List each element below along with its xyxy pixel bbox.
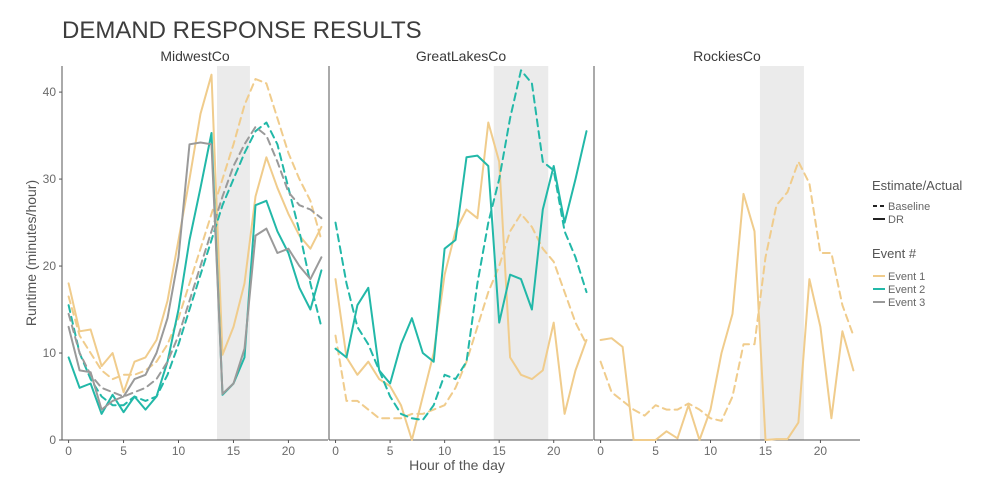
panel-midwestco: MidwestCo 0 5 10 15 20 0 10 20 30 40 (43, 48, 328, 458)
x-tick-label: 10 (172, 444, 186, 458)
event-window-greatlakesco (493, 66, 549, 440)
x-tick-label: 5 (387, 444, 394, 458)
series-line-rockiesco-event-1-baseline (599, 160, 855, 422)
x-tick-label: 15 (493, 444, 507, 458)
chart-title: DEMAND RESPONSE RESULTS (62, 17, 422, 44)
y-tick-label: 20 (43, 259, 57, 273)
legend-event-2-label: Event 2 (888, 284, 925, 296)
x-tick-label: 0 (332, 444, 339, 458)
series-line-midwestco-event-2-dr (67, 132, 323, 415)
x-tick-label: 10 (704, 444, 718, 458)
series-line-greatlakesco-event-2-dr (334, 130, 588, 385)
panel-greatlakesco: GreatLakesCo 0 5 10 15 20 (328, 48, 593, 458)
x-tick-label: 20 (282, 444, 296, 458)
legend-event-title: Event # (872, 246, 917, 261)
x-tick-label: 15 (227, 444, 241, 458)
chart-panels: MidwestCo 0 5 10 15 20 0 10 20 30 40 GreatLakesCo 0 5… (43, 48, 860, 458)
panel-title-rockiesco: RockiesCo (693, 48, 761, 64)
series-line-midwestco-event-3-dr (67, 141, 323, 411)
panel-title-greatlakesco: GreatLakesCo (416, 48, 506, 64)
x-tick-label: 0 (597, 444, 604, 458)
series-line-rockiesco-event-1-dr (599, 192, 855, 441)
y-tick-label: 10 (43, 346, 57, 360)
x-tick-label: 15 (759, 444, 773, 458)
series-line-greatlakesco-event-1-baseline (334, 212, 588, 420)
x-tick-label: 5 (120, 444, 127, 458)
x-tick-label: 5 (652, 444, 659, 458)
y-tick-label: 40 (43, 85, 57, 99)
series-line-midwestco-event-3-baseline (67, 125, 323, 398)
legend-linetype-title: Estimate/Actual (872, 178, 962, 193)
event-window-rockiesco (759, 66, 804, 440)
legend-event-3-label: Event 3 (888, 297, 925, 309)
y-axis-label: Runtime (minutes/hour) (23, 180, 39, 326)
x-tick-label: 20 (814, 444, 828, 458)
series-line-greatlakesco-event-1-dr (334, 121, 588, 441)
panel-title-midwestco: MidwestCo (160, 48, 229, 64)
series-line-midwestco-event-1-baseline (67, 78, 323, 381)
series-line-greatlakesco-event-2-baseline (334, 69, 588, 421)
x-tick-label: 10 (438, 444, 452, 458)
panel-rockiesco: RockiesCo 0 5 10 15 20 (593, 48, 860, 458)
legend: Estimate/Actual Baseline DR Event # Even… (872, 178, 962, 309)
y-tick-label: 0 (49, 433, 56, 447)
series-line-midwestco-event-1-dr (67, 73, 323, 394)
x-tick-label: 0 (65, 444, 72, 458)
x-axis-label: Hour of the day (409, 457, 505, 473)
legend-baseline-label: Baseline (888, 201, 930, 213)
legend-dr-label: DR (888, 214, 904, 226)
series-line-midwestco-event-2-baseline (67, 121, 323, 407)
y-tick-label: 30 (43, 172, 57, 186)
legend-event-1-label: Event 1 (888, 271, 925, 283)
x-tick-label: 20 (547, 444, 561, 458)
